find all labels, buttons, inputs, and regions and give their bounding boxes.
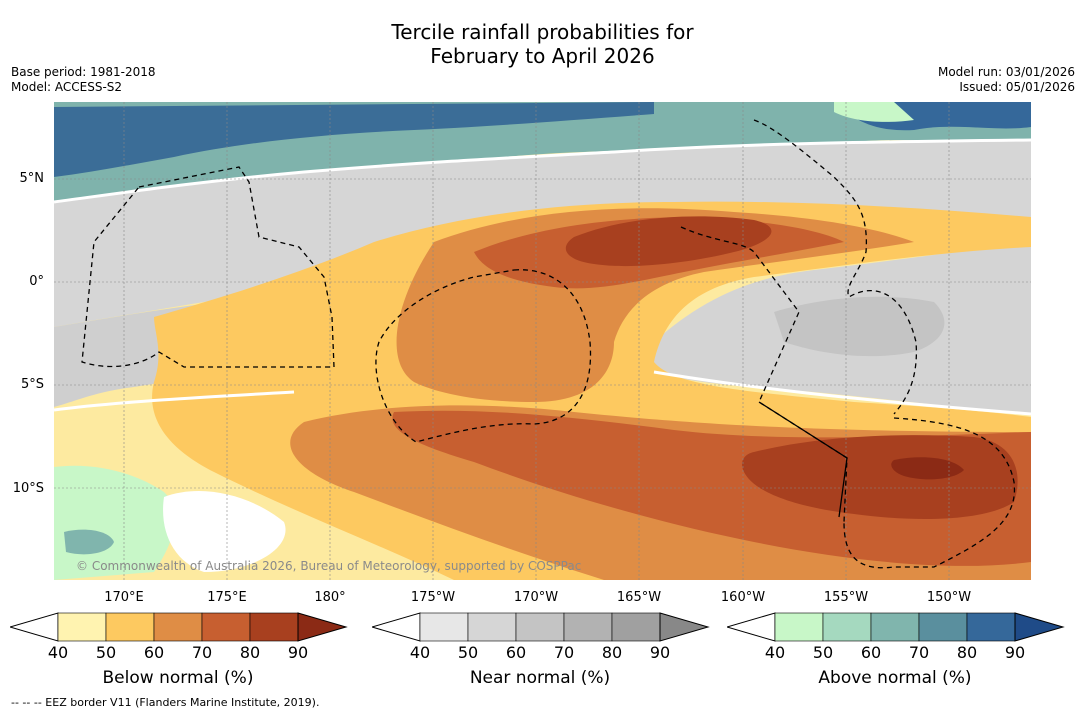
colorbar-title-above: Above normal (%) (818, 668, 972, 688)
lon-label-160w: 160°W (720, 590, 766, 605)
white-region-southwest (163, 491, 286, 572)
eez-solid-segment (758, 401, 848, 518)
colorbar-near-high-arrow (659, 612, 710, 642)
tick-above-80: 80 (956, 643, 978, 662)
lon-label-170w: 170°W (513, 590, 559, 605)
tick-near-80: 80 (601, 643, 623, 662)
eez-border-solid (758, 401, 848, 518)
eez-border-tokelau (375, 269, 592, 443)
colorbar-near-swatch-40 (419, 612, 469, 642)
colorbar-near-swatch-70 (563, 612, 613, 642)
tick-above-40: 40 (764, 643, 786, 662)
lat-label-5s: 5°S (20, 377, 44, 392)
tick-above-60: 60 (860, 643, 882, 662)
colorbar-below-swatch-50 (105, 612, 155, 642)
tick-below-70: 70 (191, 643, 213, 662)
above-normal-core-southwest (64, 529, 114, 555)
tick-near-70: 70 (553, 643, 575, 662)
colorbar-above-normal (727, 612, 1065, 642)
colorbar-below-low-arrow (10, 612, 59, 642)
colorbar-above-swatch-60 (870, 612, 920, 642)
tick-below-60: 60 (143, 643, 165, 662)
below-normal-90-region-north (565, 216, 772, 267)
contour-line-south (54, 370, 1031, 416)
below-normal-max-south (891, 457, 964, 480)
base-period: Base period: 1981-2018 (11, 65, 156, 79)
colorbar-above-swatch-70 (918, 612, 968, 642)
colorbar-near-swatch-80 (611, 612, 661, 642)
eez-border-line-islands (753, 119, 918, 415)
lon-label-175e: 175°E (207, 590, 247, 605)
tick-above-90: 90 (1004, 643, 1026, 662)
lon-label-150w: 150°W (926, 590, 972, 605)
rainfall-map (54, 102, 1031, 580)
colorbar-below-swatch-70 (201, 612, 251, 642)
colorbar-above-swatch-80 (966, 612, 1016, 642)
lat-label-5n: 5°N (19, 171, 45, 186)
colorbar-below-swatch-60 (153, 612, 203, 642)
tick-below-90: 90 (287, 643, 309, 662)
colorbar-above-swatch-50 (822, 612, 872, 642)
lon-label-180: 180° (314, 590, 346, 605)
colorbar-title-below: Below normal (%) (102, 668, 254, 688)
tick-below-80: 80 (239, 643, 261, 662)
near-normal-darker-east (774, 296, 945, 357)
colorbar-below-normal (10, 612, 348, 642)
contour-line-north (54, 138, 1031, 204)
colorbar-near-swatch-50 (467, 612, 517, 642)
tick-near-90: 90 (649, 643, 671, 662)
issued-date: Issued: 05/01/2026 (959, 80, 1075, 94)
lat-label-0: 0° (29, 274, 44, 289)
colorbar-title-near: Near normal (%) (469, 668, 611, 688)
colorbar-below-high-arrow (297, 612, 348, 642)
lon-label-155w: 155°W (823, 590, 869, 605)
above-normal-edge-north (834, 102, 914, 122)
lon-label-165w: 165°W (616, 590, 662, 605)
tick-below-40: 40 (47, 643, 69, 662)
colorbar-above-high-arrow (1014, 612, 1065, 642)
eez-border-central (680, 226, 848, 523)
eez-borders (81, 119, 1016, 569)
colorbar-below-swatch-80 (249, 612, 299, 642)
tick-below-50: 50 (95, 643, 117, 662)
lat-label-10s: 10°S (12, 481, 44, 496)
colorbar-near-swatch-60 (515, 612, 565, 642)
model-name: Model: ACCESS-S2 (11, 80, 123, 94)
tick-near-50: 50 (457, 643, 479, 662)
graticule (54, 102, 1031, 580)
copyright-credit: © Commonwealth of Australia 2026, Bureau… (76, 559, 582, 573)
tick-near-40: 40 (409, 643, 431, 662)
colorbar-below-swatch-40 (57, 612, 107, 642)
lon-label-175w: 175°W (410, 590, 456, 605)
tick-above-70: 70 (908, 643, 930, 662)
title-line-1: Tercile rainfall probabilities for (391, 20, 694, 44)
colorbar-above-low-arrow (727, 612, 776, 642)
eez-border-cook-islands (843, 417, 1016, 569)
colorbar-above-swatch-40 (774, 612, 824, 642)
title-line-2: February to April 2026 (430, 44, 655, 68)
map-title: Tercile rainfall probabilities for Febru… (0, 20, 1085, 68)
tick-above-50: 50 (812, 643, 834, 662)
lon-label-170e: 170°E (104, 590, 144, 605)
above-normal-core-north (54, 102, 654, 177)
colorbar-near-low-arrow (372, 612, 421, 642)
meta-left: Base period: 1981-2018 Model: ACCESS-S2 (11, 65, 156, 95)
colorbar-near-normal (372, 612, 710, 642)
eez-footnote: -- -- -- EEZ border V11 (Flanders Marine… (11, 696, 320, 709)
meta-right: Model run: 03/01/2026 Issued: 05/01/2026 (938, 65, 1075, 95)
eez-border-tuvalu (81, 166, 335, 368)
tick-near-60: 60 (505, 643, 527, 662)
model-run: Model run: 03/01/2026 (937, 65, 1075, 79)
